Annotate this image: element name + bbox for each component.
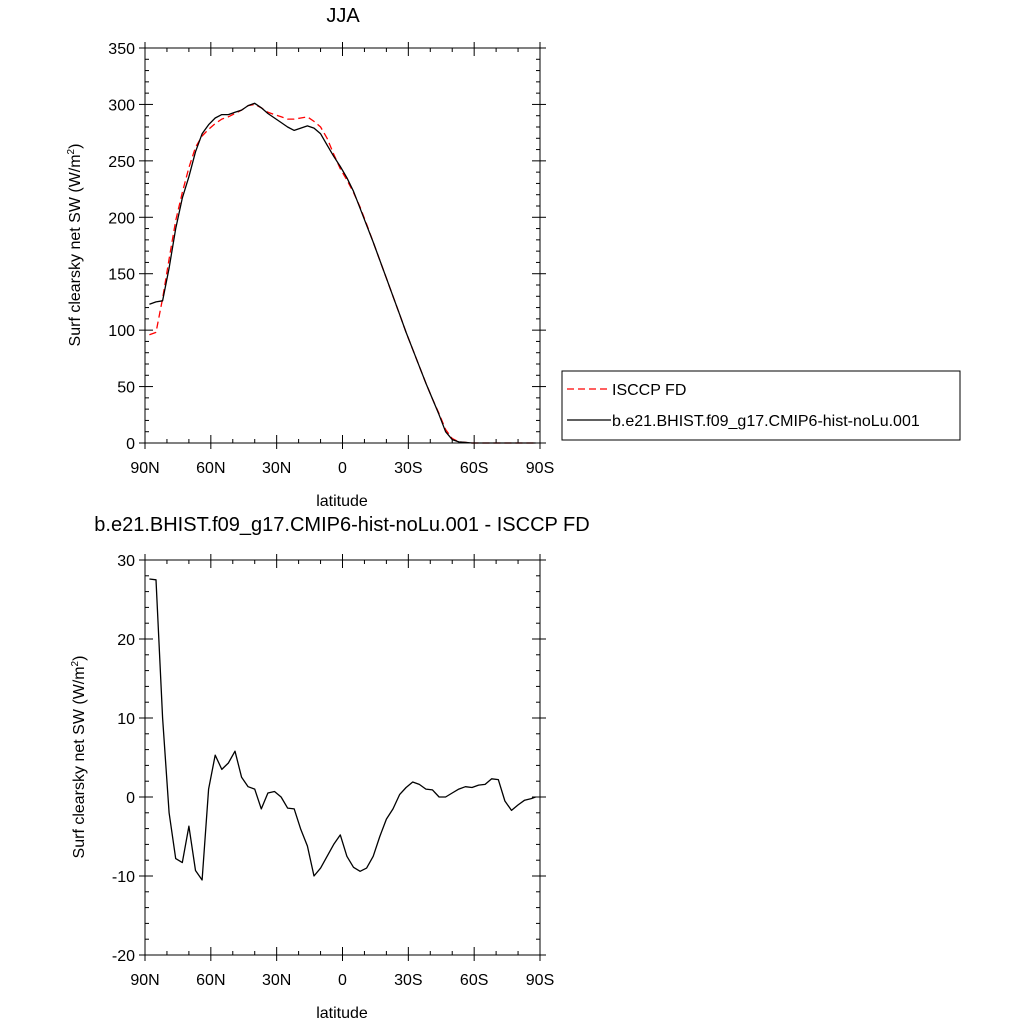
legend: ISCCP FD b.e21.BHIST.f09_g17.CMIP6-hist-… xyxy=(561,370,961,441)
bottom-x-axis-label: latitude xyxy=(316,1005,368,1022)
x-tick-label: 30N xyxy=(262,460,291,477)
x-tick-label: 30S xyxy=(394,972,422,989)
y-tick-label: -10 xyxy=(112,869,135,886)
bottom-y-axis-label: Surf clearsky net SW (W/m2) xyxy=(70,656,88,859)
difference-series-line xyxy=(149,578,536,881)
top-y-axis-label-sup: 2 xyxy=(66,148,77,154)
y-tick-label: 30 xyxy=(117,553,135,570)
y-tick-label: 150 xyxy=(108,267,135,284)
isccp-series-line xyxy=(149,103,536,444)
y-tick-label: -20 xyxy=(112,948,135,965)
x-tick-label: 60N xyxy=(196,460,225,477)
x-tick-label: 30S xyxy=(394,460,422,477)
y-tick-label: 300 xyxy=(108,97,135,114)
x-tick-label: 60S xyxy=(460,460,488,477)
bottom-y-axis-label-main: Surf clearsky net SW (W/m xyxy=(71,666,88,858)
model-series-line xyxy=(149,102,536,444)
x-tick-label: 0 xyxy=(338,972,347,989)
top-y-axis-label-main: Surf clearsky net SW (W/m xyxy=(67,154,84,346)
top-x-axis-label: latitude xyxy=(316,493,368,510)
top-plot-frame xyxy=(144,47,541,444)
top-tick-marks xyxy=(139,42,546,449)
legend-isccp-label: ISCCP FD xyxy=(612,382,686,399)
y-tick-label: 0 xyxy=(126,790,135,807)
x-tick-label: 90N xyxy=(130,460,159,477)
y-tick-label: 0 xyxy=(126,436,135,453)
x-tick-label: 30N xyxy=(262,972,291,989)
top-data-lines xyxy=(149,102,536,444)
y-tick-label: 50 xyxy=(117,380,135,397)
top-title: JJA xyxy=(326,5,360,27)
x-tick-label: 90S xyxy=(526,460,554,477)
y-tick-label: 200 xyxy=(108,210,135,227)
bottom-data-lines xyxy=(149,578,536,881)
bottom-y-tick-labels: -20 -10 0 10 20 30 xyxy=(112,553,135,965)
x-tick-label: 60S xyxy=(460,972,488,989)
x-tick-label: 0 xyxy=(338,460,347,477)
legend-box xyxy=(561,370,961,441)
y-tick-label: 350 xyxy=(108,41,135,58)
bottom-y-axis-label-sup: 2 xyxy=(70,660,81,666)
top-y-axis-label-close: ) xyxy=(67,144,84,149)
y-tick-label: 100 xyxy=(108,323,135,340)
top-y-tick-labels: 0 50 100 150 200 250 300 350 xyxy=(108,41,135,453)
y-tick-label: 10 xyxy=(117,711,135,728)
bottom-tick-marks xyxy=(139,554,546,961)
x-tick-label: 90S xyxy=(526,972,554,989)
bottom-plot-frame xyxy=(144,559,541,956)
bottom-x-tick-labels: 90N 60N 30N 0 30S 60S 90S xyxy=(130,972,554,989)
bottom-y-axis-label-close: ) xyxy=(71,656,88,661)
bottom-panel: b.e21.BHIST.f09_g17.CMIP6-hist-noLu.001 … xyxy=(70,514,590,1022)
x-tick-label: 60N xyxy=(196,972,225,989)
top-x-tick-labels: 90N 60N 30N 0 30S 60S 90S xyxy=(130,460,554,477)
x-tick-label: 90N xyxy=(130,972,159,989)
legend-model-label: b.e21.BHIST.f09_g17.CMIP6-hist-noLu.001 xyxy=(612,413,920,430)
top-panel: JJA 0 50 100 150 200 250 300 350 90N 60N 30N 0 30S 6… xyxy=(66,5,554,510)
y-tick-label: 250 xyxy=(108,154,135,171)
bottom-title: b.e21.BHIST.f09_g17.CMIP6-hist-noLu.001 … xyxy=(94,514,589,536)
y-tick-label: 20 xyxy=(117,632,135,649)
top-y-axis-label: Surf clearsky net SW (W/m2) xyxy=(66,144,84,347)
